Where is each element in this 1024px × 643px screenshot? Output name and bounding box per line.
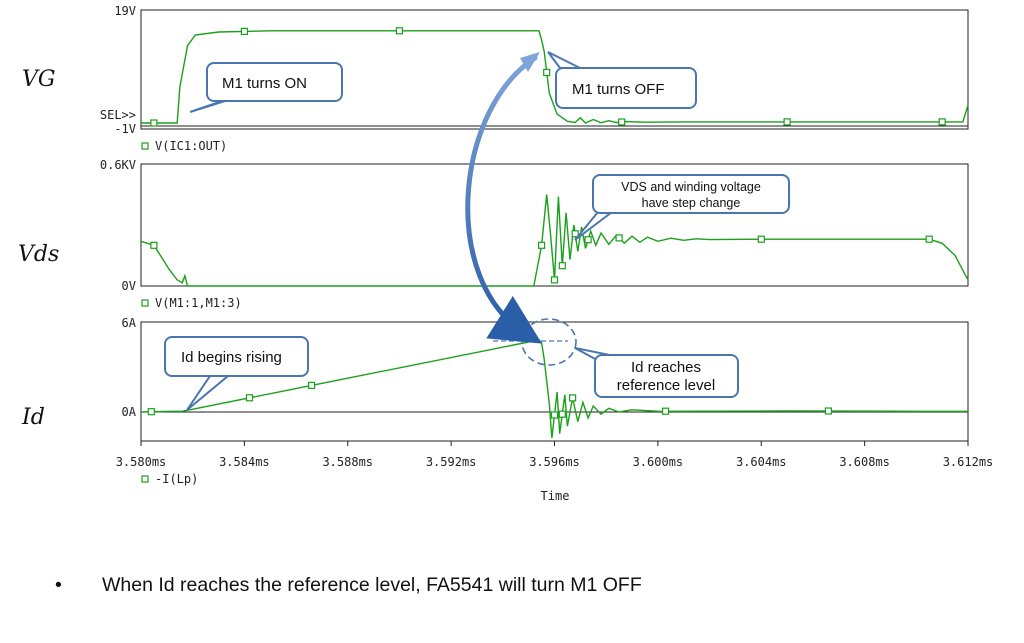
id-legend-marker <box>141 475 149 483</box>
callout-id-rising-tail <box>186 375 231 411</box>
vg-plot-frame <box>140 9 969 130</box>
vds-legend: V(M1:1,M1:3) <box>141 296 242 310</box>
vds-data-marker <box>925 235 933 243</box>
callout-id-reference: Id reaches reference level <box>574 347 739 398</box>
x-tick-label: 3.612ms <box>943 455 994 469</box>
callout-vds-step: VDS and winding voltage have step change <box>574 174 790 241</box>
vg-ylabel: VG <box>22 67 55 92</box>
id-data-marker <box>147 408 155 416</box>
x-axis-title: Time <box>541 489 570 503</box>
vg-legend-marker <box>141 142 149 150</box>
id-zero-label: 0A <box>122 405 137 419</box>
id-legend-label: -I(Lp) <box>155 472 198 486</box>
id-data-marker <box>245 394 254 402</box>
id-data-marker <box>558 410 566 418</box>
vg-ytop-label: 19V <box>114 4 136 18</box>
vg-sel-marker: SEL>> <box>100 108 136 122</box>
callout-id-ref-text-line2: reference level <box>617 377 715 394</box>
x-tick-label: 3.600ms <box>633 455 684 469</box>
x-tick-label: 3.592ms <box>426 455 477 469</box>
callout-vds-box <box>592 174 790 214</box>
vds-data-marker <box>537 241 546 249</box>
id-ylabel: Id <box>21 405 45 430</box>
callout-m1-on-box <box>206 62 343 102</box>
vg-data-marker <box>618 118 626 126</box>
vds-data-marker <box>584 236 592 244</box>
vds-legend-marker <box>141 299 149 307</box>
vg-data-marker <box>240 27 248 35</box>
vg-series <box>141 27 969 127</box>
vg-data-marker <box>938 118 946 126</box>
id-data-marker <box>824 407 833 415</box>
callout-id-ref-box <box>594 354 739 398</box>
id-data-marker <box>568 394 577 402</box>
turn-off-link-arrow <box>465 55 542 344</box>
callout-vds-text-line2: have step change <box>642 196 741 210</box>
vds-data-marker <box>558 262 566 270</box>
x-tick-label: 3.588ms <box>322 455 373 469</box>
vg-panel: VG 19V -1V SEL>> V(IC1:OUT) <box>22 4 969 153</box>
x-tick-label: 3.604ms <box>736 455 787 469</box>
callout-id-ref-text-line1: Id reaches <box>631 359 701 376</box>
callout-m1-off-text: M1 turns OFF <box>572 81 665 98</box>
callout-id-rising: Id begins rising <box>164 336 309 411</box>
callout-m1-off-box <box>555 67 697 109</box>
x-tick-label: 3.596ms <box>529 455 580 469</box>
callout-m1-off-tail <box>547 51 581 69</box>
vg-data-marker <box>395 27 403 35</box>
bullet-glyph: • <box>55 574 62 596</box>
vds-data-marker <box>571 230 579 238</box>
vds-data-marker <box>615 234 623 242</box>
vds-ytop-label: 0.6KV <box>100 158 136 172</box>
time-axis: 3.580ms 3.584ms 3.588ms 3.592ms 3.596ms 3.600… <box>116 441 994 469</box>
footer-text: When Id reaches the reference level, FA5… <box>102 574 642 596</box>
vg-data-marker <box>783 118 791 126</box>
x-tick-label: 3.584ms <box>219 455 270 469</box>
id-data-marker <box>308 381 316 389</box>
vg-legend-label: V(IC1:OUT) <box>155 139 227 153</box>
vds-data-marker <box>757 235 765 243</box>
vg-data-marker <box>150 119 158 127</box>
callout-vds-text-line1: VDS and winding voltage <box>621 180 761 194</box>
footer-bullet-point: • When Id reaches the reference level, F… <box>55 574 955 604</box>
vds-panel: Vds 0.6KV 0V V(M1:1,M1:3) <box>18 158 969 310</box>
vg-trace-line <box>141 30 969 124</box>
turn-off-link-arrowhead-top <box>520 52 540 72</box>
callout-m1-turns-on: M1 turns ON <box>189 62 343 113</box>
x-tick-label: 3.580ms <box>116 455 167 469</box>
vds-ylabel: Vds <box>18 242 59 267</box>
vg-data-marker <box>543 68 551 77</box>
id-legend: -I(Lp) <box>141 472 198 486</box>
vds-data-marker <box>550 276 559 284</box>
callout-vds-tail <box>574 211 615 241</box>
id-ytop-label: 6A <box>122 316 137 330</box>
id-data-marker <box>661 407 670 415</box>
vds-series <box>140 194 969 287</box>
vds-data-marker <box>150 241 158 249</box>
callout-id-rising-box <box>164 336 309 377</box>
id-data-marker <box>550 411 559 419</box>
callout-m1-turns-off: M1 turns OFF <box>547 51 697 109</box>
vds-legend-label: V(M1:1,M1:3) <box>155 296 242 310</box>
id-panel: Id 6A 0A 3.580ms 3.584ms 3.588ms 3.592ms 3.5… <box>21 316 993 503</box>
callout-m1-on-text: M1 turns ON <box>222 75 307 92</box>
x-tick-label: 3.608ms <box>839 455 890 469</box>
vds-ybottom-label: 0V <box>122 279 136 293</box>
vds-plot-frame <box>140 163 969 287</box>
vds-trace-line <box>140 194 969 287</box>
vg-ybottom-label: -1V <box>114 122 136 136</box>
callout-id-rising-text: Id begins rising <box>181 349 282 366</box>
vg-legend: V(IC1:OUT) <box>141 139 227 153</box>
